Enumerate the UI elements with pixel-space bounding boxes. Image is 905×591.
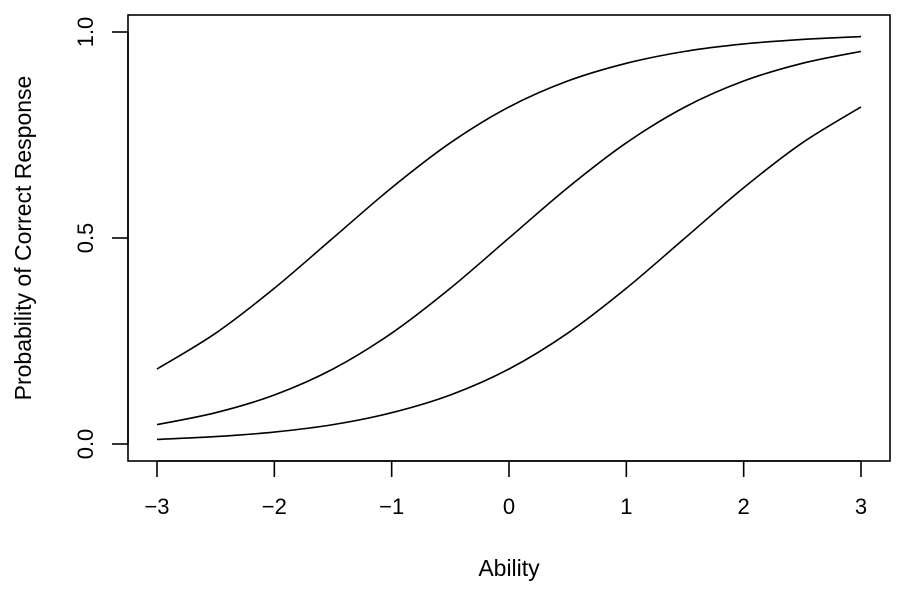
curves	[156, 35, 862, 441]
y-axis: 0.0 0.5 1.0	[73, 17, 129, 460]
x-tick-label: 1	[620, 494, 632, 519]
x-tick-label: −2	[262, 494, 287, 519]
curve-1	[156, 35, 862, 370]
y-tick-label: 0.5	[73, 223, 98, 254]
curve-3	[156, 106, 862, 441]
x-axis: −3 −2 −1 0 1 2 3	[144, 460, 867, 519]
y-axis-title: Probability of Correct Response	[10, 76, 36, 401]
y-tick-label: 1.0	[73, 17, 98, 48]
x-tick-label: 3	[855, 494, 867, 519]
x-tick-label: −3	[144, 494, 169, 519]
x-tick-label: −1	[379, 494, 404, 519]
x-tick-label: 2	[738, 494, 750, 519]
curve-2	[156, 50, 862, 426]
y-tick-label: 0.0	[73, 429, 98, 460]
x-axis-title: Ability	[478, 555, 540, 581]
x-tick-label: 0	[503, 494, 515, 519]
